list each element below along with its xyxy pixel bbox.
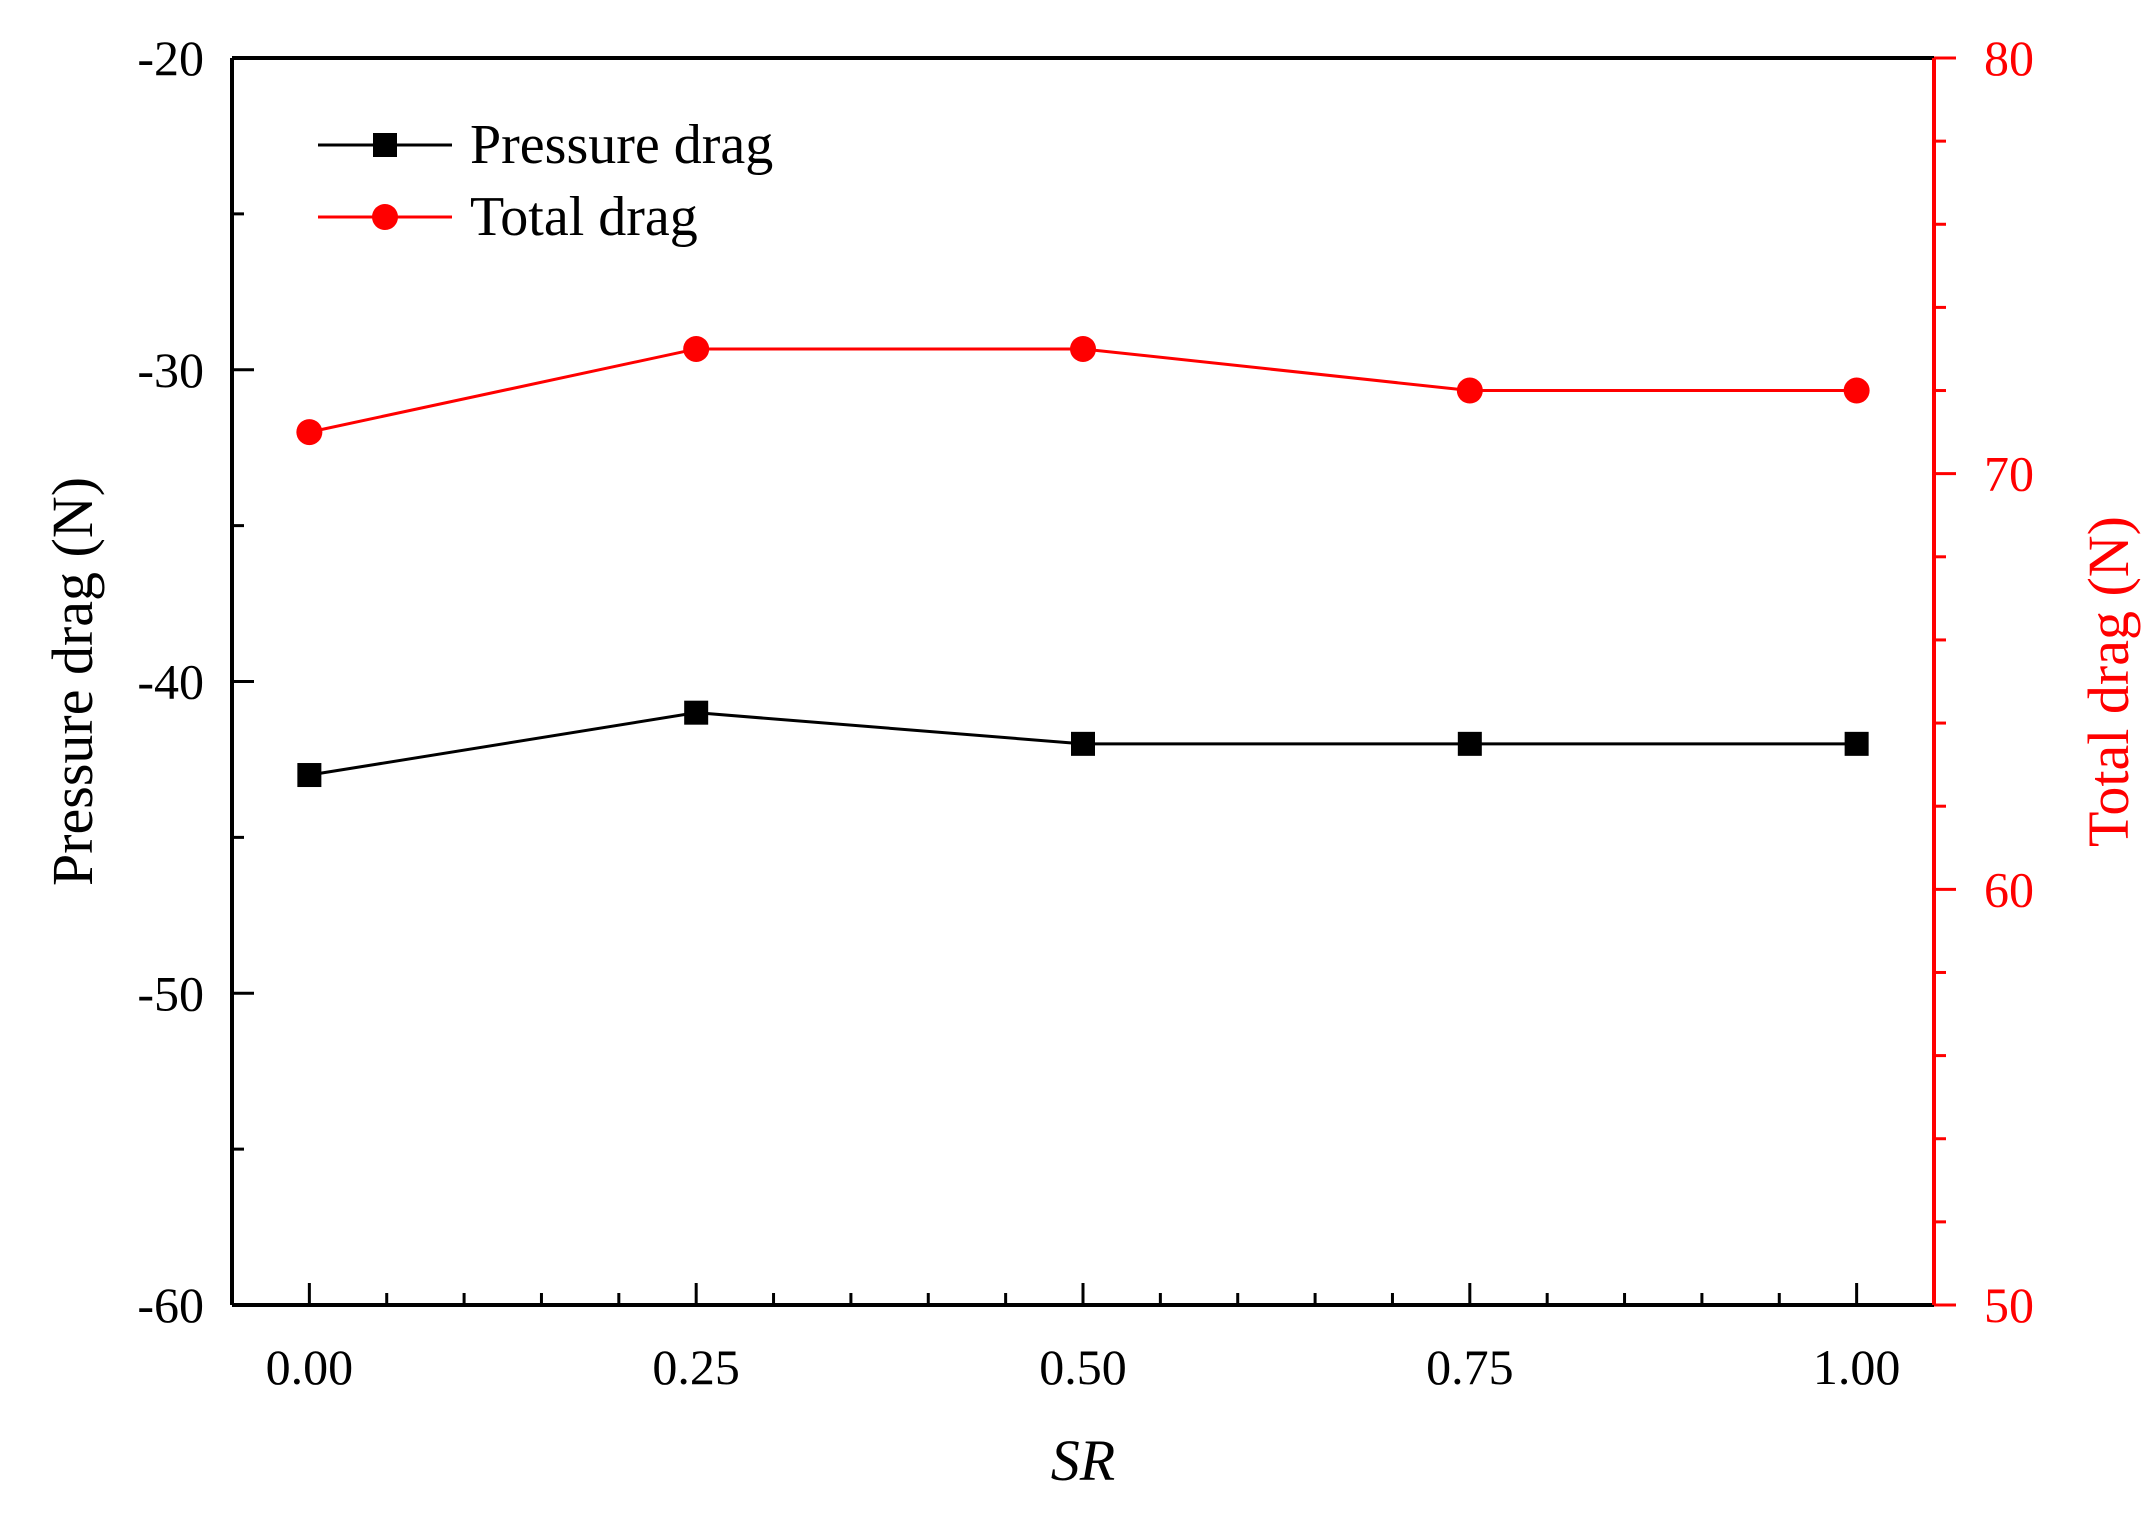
data-point-circle <box>1843 377 1870 404</box>
legend-marker-square <box>373 133 397 157</box>
y-right-tick-label: 80 <box>1984 30 2034 86</box>
y-left-tick-label: -40 <box>137 654 204 710</box>
data-point-square <box>1071 731 1095 756</box>
x-tick-label: 0.50 <box>1039 1339 1127 1395</box>
data-point-circle <box>1456 377 1483 404</box>
y-left-tick-label: -60 <box>137 1277 204 1333</box>
legend-marker-circle <box>372 204 398 230</box>
y-left-tick-label: -50 <box>137 965 204 1021</box>
y-left-axis-title: Pressure drag (N) <box>40 477 105 886</box>
y-right-tick-label: 50 <box>1984 1277 2034 1333</box>
y-right-axis-title: Total drag (N) <box>2076 516 2141 847</box>
data-point-square <box>1457 731 1482 756</box>
x-tick-label: 0.25 <box>652 1339 740 1395</box>
data-point-circle <box>296 419 323 446</box>
legend-label: Pressure drag <box>470 114 773 176</box>
data-point-square <box>297 763 322 788</box>
data-point-square <box>1844 731 1869 756</box>
x-tick-label: 0.00 <box>266 1339 354 1395</box>
y-right-tick-label: 60 <box>1984 861 2034 917</box>
y-left-tick-label: -30 <box>137 342 204 398</box>
data-point-circle <box>683 335 710 362</box>
legend-label: Total drag <box>470 186 698 248</box>
data-point-circle <box>1070 335 1096 362</box>
y-right-tick-label: 70 <box>1984 446 2034 502</box>
x-tick-label: 0.75 <box>1426 1339 1514 1395</box>
x-tick-label: 1.00 <box>1813 1339 1901 1395</box>
y-left-tick-label: -20 <box>137 30 204 86</box>
data-point-square <box>684 700 709 725</box>
x-axis-title: SR <box>1051 1428 1115 1493</box>
